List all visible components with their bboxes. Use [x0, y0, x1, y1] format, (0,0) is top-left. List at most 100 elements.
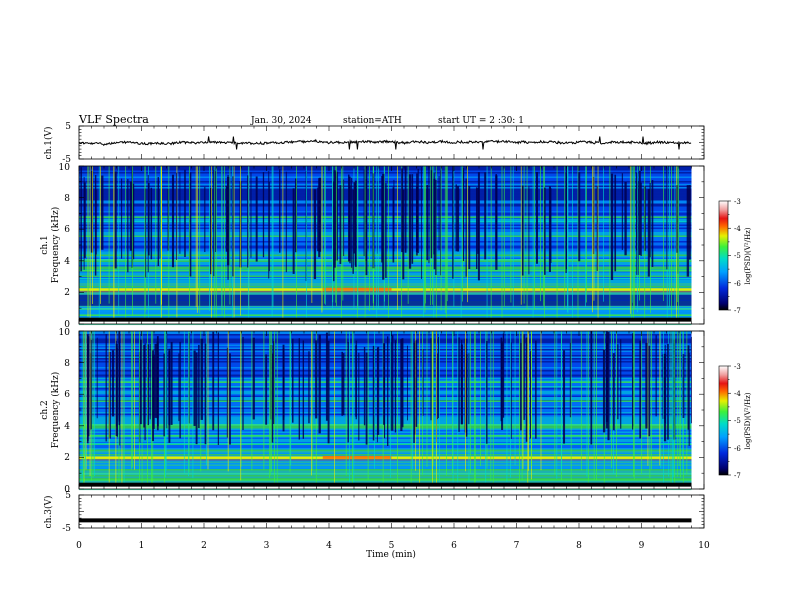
spectrogram-dark-stripe — [212, 331, 215, 431]
ch2-cb-tick-m7: -7 — [734, 472, 741, 480]
spectrogram-freq-band — [79, 392, 692, 395]
spectrogram-sferic — [680, 331, 681, 478]
spectrogram-sferic — [457, 331, 459, 487]
spectrogram-sferic — [211, 166, 212, 322]
spectrogram-dark-stripe — [343, 179, 345, 257]
spectrogram-freq-band — [79, 377, 692, 380]
spectrogram-dark-stripe — [605, 331, 608, 429]
spectrogram-sferic — [431, 331, 433, 475]
spectrogram-freq-band — [79, 349, 692, 351]
spectrogram-sferic — [289, 331, 291, 473]
spectrogram-freq-band — [79, 398, 692, 401]
spectrogram-freq-band — [79, 337, 692, 339]
spectrogram-freq-band — [79, 470, 692, 473]
spectrogram-sferic — [100, 166, 101, 304]
spectrogram-dark-stripe — [415, 340, 418, 427]
spectrogram-freq-band — [79, 422, 692, 425]
time-tick-label: 6 — [451, 541, 457, 551]
spectrogram-dark-stripe — [430, 170, 433, 259]
spectrogram-sferic — [453, 166, 455, 308]
spectrogram-dark-stripe — [358, 352, 360, 441]
spectrogram-freq-band — [79, 347, 692, 350]
ch2-cb-tick-m4: -4 — [734, 390, 741, 398]
spectrogram-dark-stripe — [523, 334, 525, 420]
spectrogram-dark-stripe — [620, 339, 622, 429]
spectrogram-dark-stripe — [663, 353, 667, 442]
spectrogram-sferic — [564, 166, 566, 309]
ch2-ytick-8: 8 — [64, 359, 70, 369]
spectrogram-dark-stripe — [430, 338, 432, 421]
spectrogram-dark-stripe — [417, 168, 419, 254]
spectrogram-dark-stripe — [433, 178, 436, 270]
spectrogram-low-band — [79, 317, 692, 324]
spectrogram-sferic — [306, 166, 307, 319]
spectrogram-freq-band — [79, 421, 692, 423]
spectrogram-sferic — [452, 331, 454, 487]
spectrogram-tone-line — [79, 473, 692, 475]
spectrogram-dark-stripe — [385, 183, 387, 278]
spectrogram-sferic — [492, 331, 494, 485]
ch2-colorbar-gradient — [718, 365, 729, 476]
spectrogram-sferic — [108, 166, 110, 304]
spectrogram-freq-band — [79, 475, 692, 477]
spectrogram-dark-stripe — [115, 343, 118, 437]
spectrogram-sferic — [415, 331, 417, 471]
spectrogram-sferic — [113, 166, 115, 321]
spectrogram-dark-stripe — [590, 331, 593, 445]
spectrogram-sferic — [92, 331, 94, 478]
spectrogram-dark-stripe — [353, 182, 356, 254]
time-tick-label: 1 — [139, 541, 145, 551]
spectrogram-dark-stripe — [621, 173, 623, 250]
spectrogram-sferic — [528, 331, 529, 471]
spectrogram-sferic — [349, 331, 350, 485]
spectrogram-freq-band — [79, 448, 692, 450]
spectrogram-sferic — [396, 166, 398, 311]
spectrogram-freq-band — [79, 376, 692, 378]
spectrogram-sferic — [644, 166, 646, 323]
spectrogram-dark-stripe — [279, 169, 281, 253]
ch2-ytick-0: 0 — [64, 485, 70, 495]
spectrogram-sferic — [160, 166, 161, 321]
spectrogram-dark-stripe — [610, 173, 614, 281]
spectrogram-dark-stripe — [315, 340, 318, 419]
spectrogram-dark-stripe — [204, 343, 207, 445]
spectrogram-sferic — [132, 331, 133, 468]
spectrogram-dark-stripe — [268, 182, 270, 272]
spectrogram-dark-stripe — [428, 166, 430, 264]
spectrogram-dark-stripe — [351, 177, 353, 268]
spectrogram-sferic — [378, 166, 379, 310]
time-axis-label: Time (min) — [366, 549, 416, 560]
spectrogram-sferic — [677, 166, 679, 303]
spectrogram-dark-stripe — [273, 341, 275, 425]
spectrogram-low-line — [79, 486, 692, 489]
spectrogram-freq-band — [79, 343, 692, 345]
spectrogram-freq-band — [79, 464, 692, 467]
spectrogram-freq-band — [79, 418, 692, 420]
spectrogram-sferic — [83, 331, 84, 486]
spectrogram-freq-band — [79, 451, 692, 453]
spectrogram-freq-band — [79, 359, 692, 362]
spectrogram-sferic — [531, 331, 532, 466]
spectrogram-dark-stripe — [376, 347, 378, 443]
spectrogram-sferic — [501, 166, 503, 318]
spectrogram-dark-stripe — [147, 174, 149, 273]
spectrogram-dark-stripe — [485, 341, 488, 444]
spectrogram-sferic — [334, 331, 335, 489]
spectrogram-dark-stripe — [247, 175, 249, 268]
spectrogram-dark-stripe — [525, 337, 528, 442]
spectrogram-dark-stripe — [204, 186, 206, 253]
spectrogram-freq-band — [79, 346, 692, 348]
spectrogram-dark-stripe — [528, 186, 530, 275]
spectrogram-sferic — [465, 331, 466, 472]
spectrogram-dark-stripe — [94, 175, 97, 276]
spectrogram-dark-stripe — [282, 348, 285, 420]
spectrogram-sferic — [586, 331, 588, 477]
spectrogram-sferic — [342, 166, 344, 301]
spectrogram-sferic — [422, 166, 424, 318]
spectrogram-sferic — [631, 166, 633, 303]
spectrogram-low-band — [79, 482, 692, 489]
spectrogram-dark-stripe — [390, 342, 392, 431]
spectrogram-dark-stripe — [521, 185, 524, 276]
spectrogram-dark-stripe — [672, 339, 676, 440]
spectrogram-sferic — [251, 331, 253, 471]
